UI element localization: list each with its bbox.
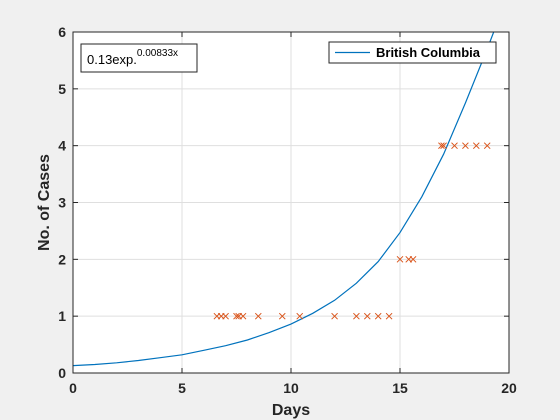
data-marker — [278, 312, 286, 320]
legend: British Columbia — [328, 41, 497, 64]
annotation-exponent: 0.00833x — [137, 48, 178, 59]
x-tick-label: 20 — [501, 380, 517, 396]
x-tick-label: 10 — [283, 380, 299, 396]
x-tick-label: 15 — [392, 380, 408, 396]
data-marker — [222, 312, 229, 320]
fit-curve — [72, 31, 495, 367]
data-marker — [353, 312, 360, 320]
y-tick-label: 2 — [58, 251, 66, 267]
ticks — [72, 31, 510, 374]
data-marker — [462, 142, 469, 150]
data-marker — [239, 312, 247, 320]
data-marker — [472, 142, 480, 150]
grid — [73, 32, 509, 373]
data-marker — [331, 312, 338, 320]
data-marker — [385, 312, 393, 320]
data-marker — [396, 255, 404, 263]
data-marker — [254, 312, 262, 320]
data-marker — [483, 142, 491, 150]
y-tick-label: 3 — [58, 195, 66, 211]
annotation-base: 0.13exp. — [87, 52, 137, 67]
data-marker — [374, 312, 382, 320]
x-tick-label: 5 — [178, 380, 186, 396]
data-marker — [451, 142, 458, 150]
y-tick-label: 1 — [58, 308, 66, 324]
data-marker — [233, 312, 240, 320]
x-tick-label: 0 — [69, 380, 77, 396]
data-marker — [438, 142, 445, 150]
legend-label: British Columbia — [376, 45, 481, 60]
data-marker — [440, 142, 447, 150]
x-axis-title: Days — [272, 402, 310, 419]
y-tick-label: 0 — [58, 365, 66, 381]
y-axis-title: No. of Cases — [36, 154, 53, 251]
legend-box — [328, 41, 497, 64]
data-marker — [296, 312, 304, 320]
y-tick-label: 5 — [58, 81, 66, 97]
y-tick-label: 4 — [58, 138, 66, 154]
annotation-text: 0.13exp.0.00833x — [87, 48, 178, 67]
fit-curve-layer — [72, 31, 495, 367]
data-marker — [409, 255, 417, 263]
annotation: 0.13exp.0.00833x — [80, 43, 198, 73]
data-marker — [363, 312, 371, 320]
annotation-box — [80, 43, 198, 73]
tick-labels: 0 5 10 15 20 0 1 2 3 4 5 6 — [58, 24, 517, 396]
y-tick-label: 6 — [58, 24, 66, 40]
data-markers-layer — [213, 142, 491, 320]
